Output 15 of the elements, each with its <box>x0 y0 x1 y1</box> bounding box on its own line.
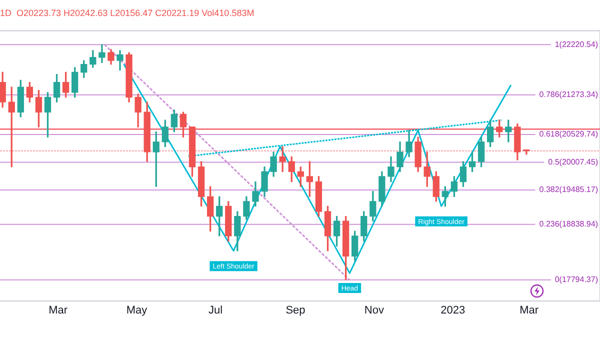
x-tick-label: Jul <box>208 304 223 316</box>
x-tick-label: 2023 <box>440 304 466 316</box>
x-tick-label: Mar <box>48 304 68 316</box>
x-tick-label: May <box>126 304 148 316</box>
x-tick-label: Sep <box>286 304 306 316</box>
ref-line-label: 0(17794.37) <box>554 275 598 284</box>
chart-subtitle: 1D O20223.73 H20242.63 L20156.47 C20221.19 Vol410.583M <box>0 8 254 18</box>
ref-line-label: 1(22220.54) <box>554 40 598 49</box>
ref-line-label: 0.5(20007.45) <box>548 157 598 166</box>
x-tick-label: Nov <box>364 304 384 316</box>
ref-line-label: 0.382(19485.17) <box>539 185 598 194</box>
x-tick-label: Mar <box>520 304 539 316</box>
ref-line-label: 0.618(20529.74) <box>539 130 598 139</box>
ref-line-label: 0.786(21273.34) <box>539 90 598 100</box>
ref-line-label: 0.236(18838.94) <box>539 220 598 229</box>
